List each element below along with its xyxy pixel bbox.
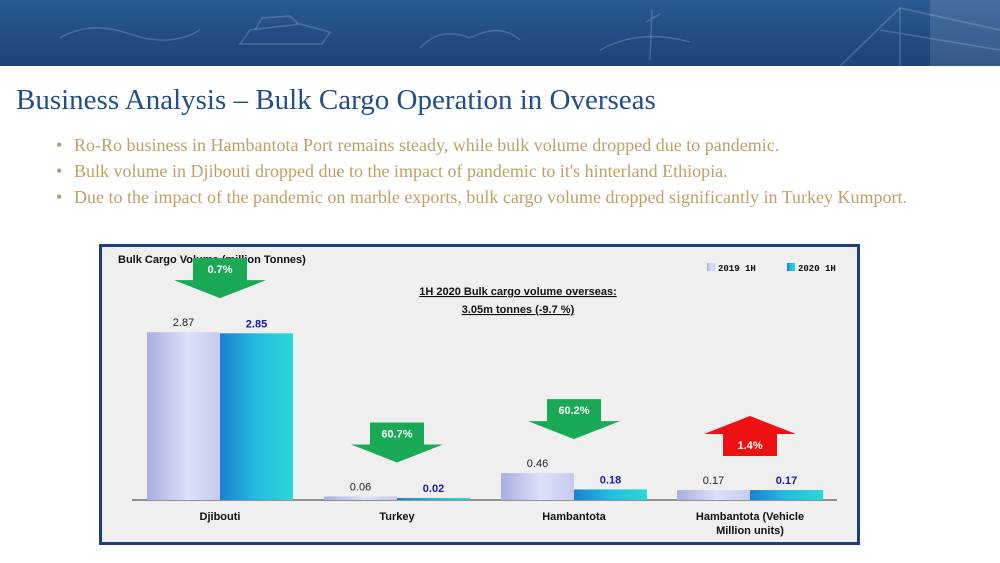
change-label: 60.7% bbox=[381, 428, 412, 440]
change-label: 0.7% bbox=[207, 264, 232, 276]
data-label-2019: 0.46 bbox=[527, 458, 548, 470]
data-label-2020: 0.18 bbox=[600, 474, 621, 486]
category-label: Djibouti bbox=[200, 511, 241, 523]
bullet-text: Bulk volume in Djibouti dropped due to t… bbox=[74, 161, 728, 181]
change-label: 60.2% bbox=[558, 405, 589, 417]
bullet-dot: • bbox=[56, 187, 63, 207]
bulk-cargo-chart: Bulk Cargo Volume (million Tonnes) 2019 … bbox=[99, 244, 860, 545]
change-label: 1.4% bbox=[737, 440, 762, 452]
data-label-2019: 0.17 bbox=[703, 475, 724, 487]
data-label-2020: 2.85 bbox=[246, 318, 267, 330]
legend-swatch-2020 bbox=[787, 263, 795, 271]
category-label: Million units) bbox=[716, 525, 784, 537]
category-label: Turkey bbox=[379, 511, 415, 523]
bar-2020 bbox=[397, 498, 470, 500]
bar-2019 bbox=[324, 496, 397, 500]
legend-label-2019: 2019 1H bbox=[718, 264, 756, 274]
header-banner bbox=[0, 0, 1000, 66]
bar-2019 bbox=[677, 490, 750, 500]
data-label-2019: 2.87 bbox=[173, 317, 194, 329]
bullet-item: • Due to the impact of the pandemic on ma… bbox=[56, 185, 956, 210]
data-label-2019: 0.06 bbox=[350, 481, 371, 493]
bar-2020 bbox=[574, 489, 647, 500]
page-title: Business Analysis – Bulk Cargo Operation… bbox=[16, 84, 656, 116]
data-label-2020: 0.02 bbox=[423, 483, 444, 495]
bullet-dot: • bbox=[56, 161, 63, 181]
bullet-item: • Bulk volume in Djibouti dropped due to … bbox=[56, 159, 956, 184]
chart-annotation-line-1: 1H 2020 Bulk cargo volume overseas: bbox=[419, 286, 616, 298]
bullet-dot: • bbox=[56, 135, 63, 155]
bullet-item: • Ro-Ro business in Hambantota Port remai… bbox=[56, 133, 956, 158]
category-label: Hambantota bbox=[542, 511, 606, 523]
legend-swatch-2019 bbox=[707, 263, 715, 271]
banner-decoration bbox=[59, 0, 1000, 66]
bar-2020 bbox=[750, 490, 823, 500]
bar-2020 bbox=[220, 333, 293, 500]
bar-2019 bbox=[501, 473, 574, 500]
bullet-list: • Ro-Ro business in Hambantota Port remai… bbox=[56, 133, 956, 211]
category-label: Hambantota (Vehicle bbox=[696, 511, 804, 523]
chart-canvas: Bulk Cargo Volume (million Tonnes) 2019 … bbox=[118, 254, 837, 537]
change-arrow-down bbox=[351, 422, 443, 463]
change-arrow-down bbox=[174, 258, 266, 299]
bullet-text: Ro-Ro business in Hambantota Port remain… bbox=[74, 135, 780, 155]
chart-legend: 2019 1H 2020 1H bbox=[707, 263, 836, 274]
bar-2019 bbox=[147, 332, 220, 500]
data-label-2020: 0.17 bbox=[776, 475, 797, 487]
bullet-text: Due to the impact of the pandemic on mar… bbox=[74, 187, 908, 207]
chart-annotation-line-2: 3.05m tonnes (-9.7 %) bbox=[462, 304, 575, 316]
change-arrow-up bbox=[704, 416, 796, 457]
legend-label-2020: 2020 1H bbox=[798, 264, 836, 274]
change-arrow-down bbox=[528, 399, 620, 440]
